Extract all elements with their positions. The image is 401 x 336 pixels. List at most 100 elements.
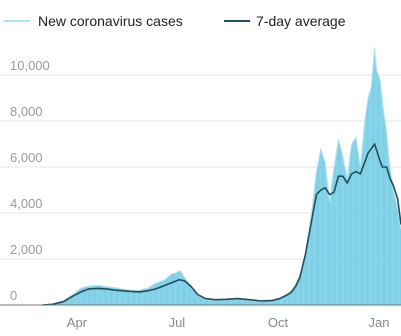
daily-case-bar	[69, 296, 71, 305]
daily-case-bar	[296, 282, 298, 305]
daily-case-bar	[378, 76, 380, 306]
daily-case-bar	[157, 282, 159, 305]
daily-case-bar	[330, 192, 332, 305]
daily-case-bar	[327, 191, 330, 305]
daily-case-bar	[224, 299, 226, 305]
daily-case-bar	[348, 161, 350, 305]
daily-case-bar	[167, 276, 169, 305]
daily-case-bar	[193, 290, 196, 305]
daily-case-bar	[307, 239, 309, 305]
daily-case-bar	[65, 298, 67, 305]
daily-case-bar	[203, 298, 205, 305]
daily-case-bar	[192, 289, 194, 305]
daily-case-bar	[216, 300, 219, 305]
daily-case-bar	[247, 300, 249, 305]
daily-case-bar	[279, 297, 281, 305]
daily-case-bar	[163, 280, 165, 305]
daily-case-bar	[140, 289, 142, 305]
daily-case-bar	[141, 289, 143, 305]
daily-case-bar	[280, 296, 282, 305]
daily-case-bar	[214, 300, 216, 305]
daily-case-bar	[350, 144, 353, 305]
daily-case-bar	[282, 295, 285, 305]
daily-case-bar	[222, 299, 224, 305]
y-tick-label: 4,000	[10, 196, 43, 211]
daily-case-bar	[188, 283, 190, 305]
y-tick-label: 6,000	[10, 150, 43, 165]
daily-case-bar	[161, 280, 164, 305]
daily-case-bar	[107, 286, 109, 305]
daily-case-bar	[271, 300, 274, 305]
daily-case-bar	[299, 275, 301, 305]
daily-case-bar	[246, 299, 248, 305]
daily-case-bar	[200, 296, 202, 305]
daily-case-bar	[126, 289, 129, 305]
daily-case-bar	[91, 285, 93, 305]
daily-case-bar	[142, 289, 144, 305]
daily-case-bar	[132, 290, 134, 305]
daily-case-bar	[316, 165, 319, 305]
daily-case-bar	[93, 285, 96, 305]
daily-case-bar	[374, 47, 376, 306]
daily-case-bar	[265, 300, 267, 305]
x-axis-tick-labels: Apr Jul Oct Jan	[67, 315, 390, 330]
daily-case-bar	[148, 287, 151, 305]
daily-case-bar	[86, 286, 88, 305]
daily-case-bar	[90, 285, 92, 305]
daily-case-bar	[165, 278, 167, 305]
daily-case-bar	[259, 301, 261, 305]
daily-case-bar	[82, 287, 85, 305]
daily-case-bar	[171, 273, 174, 305]
daily-case-bar	[169, 274, 171, 305]
daily-case-bar	[156, 282, 158, 305]
daily-case-bar	[370, 86, 372, 305]
daily-case-bar	[101, 286, 103, 305]
daily-case-bar	[73, 293, 75, 305]
y-tick-label: 0	[10, 288, 17, 303]
daily-case-bar	[147, 287, 149, 305]
daily-case-bar	[397, 208, 399, 305]
daily-case-bar	[70, 295, 73, 305]
daily-case-bar	[187, 282, 189, 305]
daily-case-bar	[363, 132, 365, 305]
daily-case-bar	[352, 142, 354, 305]
daily-case-bar	[274, 299, 276, 305]
daily-case-bar	[77, 290, 79, 305]
daily-case-bar	[261, 301, 264, 305]
daily-case-bar	[399, 222, 401, 305]
daily-case-bar	[269, 300, 271, 305]
daily-case-bar	[253, 300, 255, 305]
daily-case-bar	[75, 292, 77, 305]
daily-case-bar	[136, 290, 138, 305]
daily-case-bar	[338, 143, 341, 305]
daily-case-bar	[62, 300, 64, 305]
daily-case-bar	[242, 299, 244, 305]
daily-case-bar	[135, 290, 137, 305]
daily-case-bar	[289, 291, 291, 305]
daily-case-bar	[172, 273, 175, 305]
daily-case-bar	[386, 132, 388, 305]
daily-case-bar	[291, 289, 293, 305]
daily-case-bar	[235, 298, 237, 305]
daily-case-bar	[191, 287, 193, 305]
daily-case-bar	[105, 286, 108, 305]
daily-case-bar	[231, 298, 233, 305]
daily-case-bar	[349, 152, 352, 305]
daily-case-bar	[232, 298, 234, 305]
daily-case-bar	[388, 155, 390, 305]
daily-case-bar	[211, 300, 213, 305]
daily-case-bar	[218, 300, 220, 305]
daily-case-bar	[332, 175, 334, 305]
daily-case-bar	[146, 288, 148, 305]
daily-case-bar	[313, 190, 315, 305]
daily-case-bar	[199, 295, 201, 305]
daily-case-bar	[229, 298, 231, 305]
daily-case-bar	[336, 146, 338, 305]
daily-case-bar	[127, 289, 130, 305]
daily-case-bar	[360, 155, 363, 305]
daily-case-bar	[312, 199, 314, 305]
daily-case-bar	[353, 140, 355, 305]
daily-case-bar	[256, 301, 258, 305]
daily-case-bar	[281, 296, 283, 305]
daily-case-bar	[113, 287, 115, 305]
